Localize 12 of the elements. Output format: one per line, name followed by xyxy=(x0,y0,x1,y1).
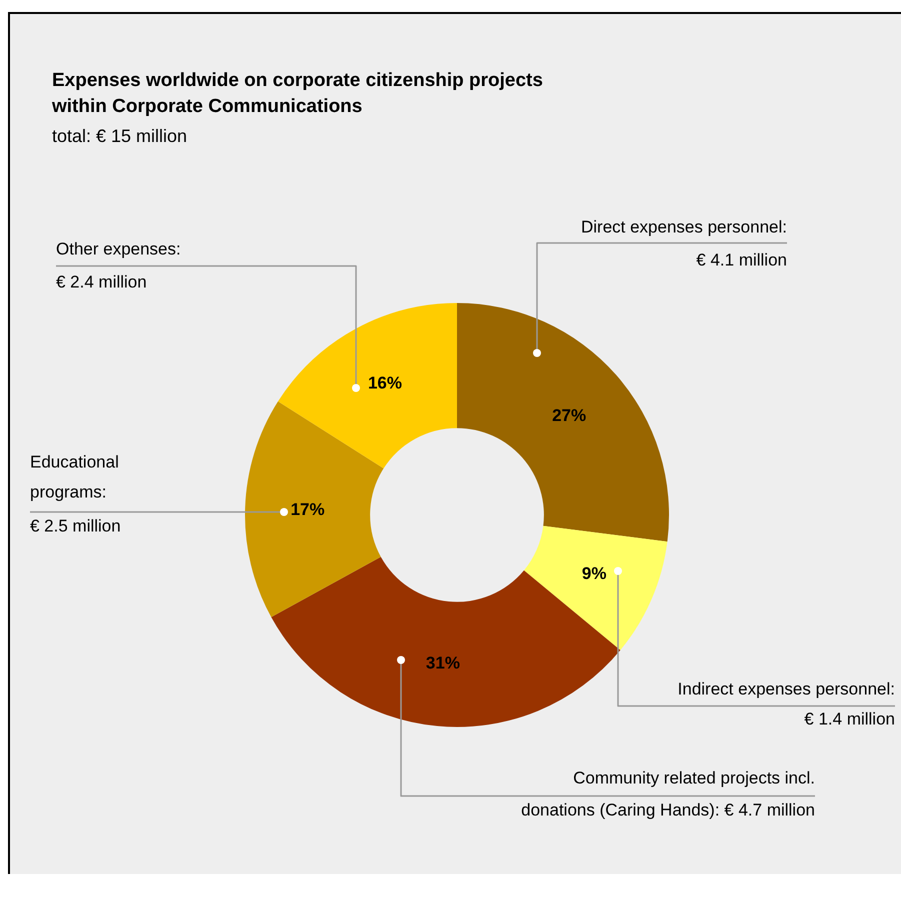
slice-label: Educational programs: € 2.5 million xyxy=(30,452,121,536)
slice-label: Direct expenses personnel: € 4.1 million xyxy=(580,218,787,270)
chart-subtitle: total: € 15 million xyxy=(52,126,188,147)
data-label: 9% xyxy=(582,564,606,584)
data-label: 17% xyxy=(290,500,325,519)
chart-title: Expenses worldwide on corporate citizenship projects within Corporate Communications xyxy=(52,69,543,119)
data-label: 27% xyxy=(552,406,586,425)
data-label: 31% xyxy=(426,653,460,672)
slice-label: Community related projects incl. donations (Caring Hands): € 4.7 million xyxy=(521,768,815,820)
data-label: 16% xyxy=(368,374,402,393)
slice-label: Other expenses: € 2.4 million xyxy=(56,240,181,292)
slice-label: Indirect expenses personnel: € 1.4 million xyxy=(678,680,895,729)
